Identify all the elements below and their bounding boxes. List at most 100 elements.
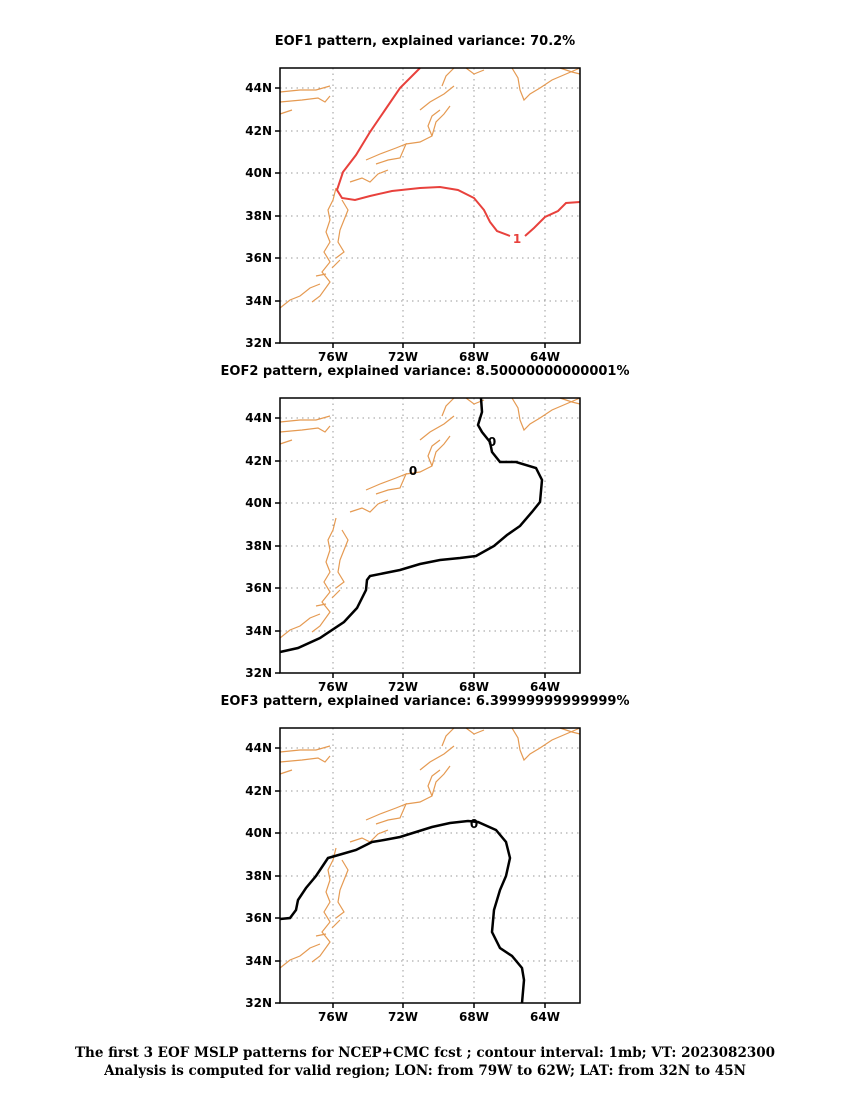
coastline-segment bbox=[405, 105, 451, 145]
lon-tick-label: 64W bbox=[530, 350, 560, 364]
coastline-segment bbox=[331, 919, 341, 929]
lat-tick-label: 38N bbox=[245, 209, 272, 223]
contour-label: 0 bbox=[488, 435, 496, 449]
coastline-segment bbox=[311, 187, 337, 303]
panel-1-title: EOF1 pattern, explained variance: 70.2% bbox=[274, 34, 576, 49]
coastline-segment bbox=[279, 745, 331, 753]
lon-tick-label: 64W bbox=[530, 680, 560, 694]
lon-tick-label: 68W bbox=[459, 350, 489, 364]
coastline-segment bbox=[559, 727, 581, 735]
coastline-segment bbox=[465, 727, 485, 735]
lat-tick-label: 32N bbox=[245, 666, 272, 680]
coastline-segment bbox=[465, 67, 485, 75]
coastline-segment bbox=[279, 283, 321, 309]
caption-line-1: The first 3 EOF MSLP patterns for NCEP+C… bbox=[74, 1045, 776, 1061]
eof3-contour-0 bbox=[279, 819, 526, 1004]
lat-tick-label: 36N bbox=[245, 251, 272, 265]
lon-tick-label: 76W bbox=[318, 350, 348, 364]
coastline-segment bbox=[559, 397, 581, 405]
lon-tick-label: 76W bbox=[318, 1010, 348, 1024]
lon-tick-label: 68W bbox=[459, 1010, 489, 1024]
lon-tick-label: 72W bbox=[388, 350, 418, 364]
lon-tick-label: 68W bbox=[459, 680, 489, 694]
coastline-segment bbox=[427, 109, 441, 137]
lat-tick-label: 34N bbox=[245, 294, 272, 308]
coastline-segment bbox=[335, 199, 349, 259]
coastline-segment bbox=[311, 847, 337, 963]
coastline-segment bbox=[279, 85, 331, 93]
coastline-segment bbox=[349, 499, 389, 513]
lon-tick-label: 64W bbox=[530, 1010, 560, 1024]
coastline-segment bbox=[279, 755, 331, 763]
map-frame bbox=[279, 397, 581, 674]
coastline-segment bbox=[419, 415, 455, 441]
lat-tick-label: 34N bbox=[245, 624, 272, 638]
coastline-segment bbox=[331, 259, 341, 269]
coastline-segment bbox=[279, 439, 293, 445]
coastline-segment bbox=[441, 397, 455, 417]
lat-tick-label: 42N bbox=[245, 124, 272, 138]
lat-tick-label: 42N bbox=[245, 454, 272, 468]
map-background bbox=[280, 398, 580, 673]
lat-tick-label: 36N bbox=[245, 911, 272, 925]
coastline-segment bbox=[279, 415, 331, 423]
lat-tick-label: 34N bbox=[245, 954, 272, 968]
coastline-segment bbox=[315, 933, 327, 937]
panel-3-title: EOF3 pattern, explained variance: 6.3999… bbox=[220, 694, 630, 709]
coastline-segment bbox=[279, 943, 321, 969]
lat-tick-label: 32N bbox=[245, 336, 272, 350]
map-frame bbox=[279, 67, 581, 344]
map-background bbox=[280, 728, 580, 1003]
eof3-map-panel: 0 44N 42N 40N 38N 36N 34N 32N 76W 72W 68W 64W bbox=[245, 727, 581, 1024]
coastline-segment bbox=[335, 859, 349, 919]
caption-line-2: Analysis is computed for valid region; L… bbox=[104, 1063, 746, 1079]
lat-tick-label: 32N bbox=[245, 996, 272, 1010]
coastline-segment bbox=[405, 765, 451, 805]
eof1-map-panel: 1 44N 42N 40N 38N 36N 34N 32N 76W 72W 68W 64W bbox=[245, 67, 581, 364]
coastline bbox=[279, 67, 581, 309]
map-frame bbox=[279, 727, 581, 1004]
lat-tick-label: 36N bbox=[245, 581, 272, 595]
lon-tick-label: 72W bbox=[388, 1010, 418, 1024]
coastline-segment bbox=[279, 769, 293, 775]
coastline-segment bbox=[315, 273, 327, 277]
panel-2-title: EOF2 pattern, explained variance: 8.5000… bbox=[220, 364, 630, 379]
contour-label: 0 bbox=[470, 817, 478, 831]
coastline-segment bbox=[441, 727, 455, 747]
coastline-segment bbox=[427, 439, 441, 467]
coastline bbox=[279, 397, 581, 639]
coastline-segment bbox=[279, 109, 293, 115]
coastline-segment bbox=[419, 745, 455, 771]
eof2-map-panel: 0 0 44N 42N 40N 38N 36N 34N 32N 76W 72W 68W 64W bbox=[245, 397, 581, 694]
coastline-segment bbox=[419, 85, 455, 111]
coastline-segment bbox=[511, 727, 581, 762]
coastline-segment bbox=[511, 67, 581, 102]
coastline-segment bbox=[279, 425, 331, 433]
lat-tick-label: 38N bbox=[245, 539, 272, 553]
coastline-segment bbox=[349, 169, 389, 183]
contour-label: 1 bbox=[513, 232, 521, 246]
coastline-segment bbox=[559, 67, 581, 75]
eof1-contour-1 bbox=[335, 67, 511, 237]
coastline-segment bbox=[279, 613, 321, 639]
coastline-segment bbox=[511, 397, 581, 432]
lat-tick-label: 44N bbox=[245, 411, 272, 425]
lat-tick-label: 44N bbox=[245, 741, 272, 755]
lat-tick-label: 38N bbox=[245, 869, 272, 883]
lat-tick-label: 42N bbox=[245, 784, 272, 798]
lat-tick-label: 40N bbox=[245, 166, 272, 180]
coastline-segment bbox=[405, 435, 451, 475]
lat-tick-label: 40N bbox=[245, 826, 272, 840]
eof2-contour-0 bbox=[279, 397, 544, 654]
coastline-segment bbox=[331, 589, 341, 599]
coastline-segment bbox=[279, 95, 331, 103]
coastline-segment bbox=[315, 603, 327, 607]
contour-label: 0 bbox=[409, 464, 417, 478]
lat-tick-label: 44N bbox=[245, 81, 272, 95]
lat-tick-label: 40N bbox=[245, 496, 272, 510]
coastline-segment bbox=[335, 529, 349, 589]
eof1-contour-1-b bbox=[524, 201, 581, 237]
map-background bbox=[280, 68, 580, 343]
gridlines bbox=[280, 728, 580, 1003]
coastline-segment bbox=[441, 67, 455, 87]
